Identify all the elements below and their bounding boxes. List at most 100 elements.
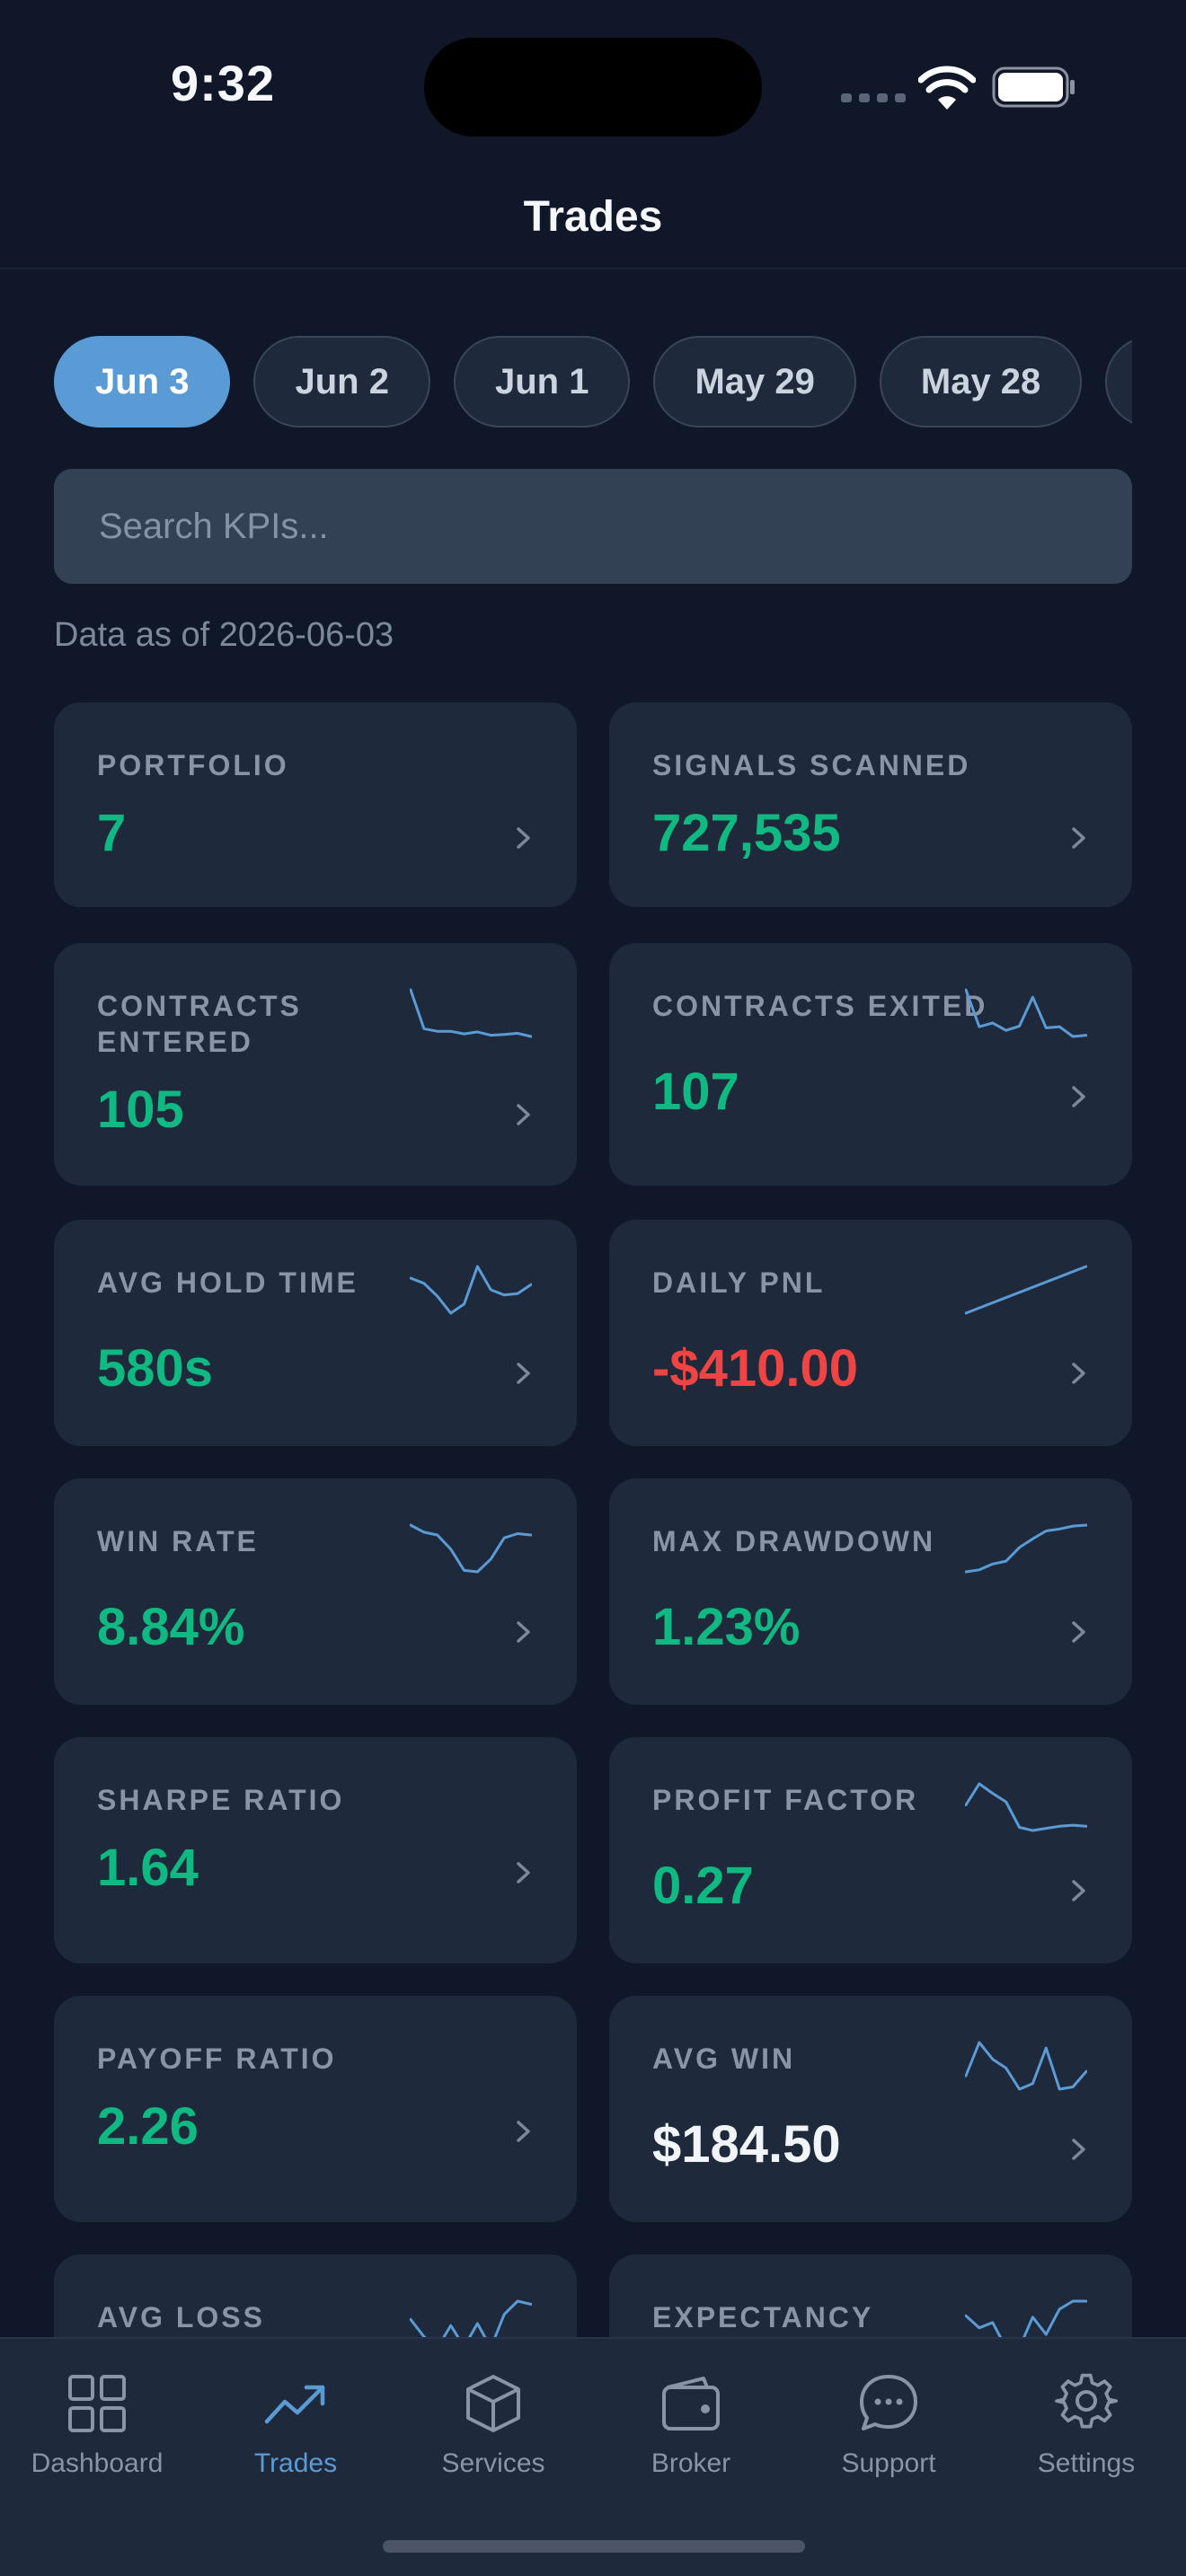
- cellular-signal-icon: [841, 93, 906, 102]
- date-chip[interactable]: May 29: [653, 336, 856, 428]
- sparkline-line: [410, 1523, 532, 1574]
- kpi-value: 580s: [97, 1339, 214, 1398]
- sparkline-line: [965, 2299, 1087, 2350]
- tab-dashboard[interactable]: Dashboard: [7, 2371, 187, 2497]
- gear-icon: [1055, 2373, 1119, 2429]
- tab-broker[interactable]: Broker: [601, 2371, 781, 2497]
- status-bar: 9:32: [0, 0, 1186, 144]
- kpi-card-avg-win[interactable]: AVG WIN $184.50: [609, 1996, 1132, 2222]
- dynamic-island: [424, 38, 762, 137]
- sparkline-line: [965, 1782, 1087, 1832]
- kpi-card-portfolio[interactable]: PORTFOLIO 7: [54, 702, 577, 907]
- kpi-card-avg-hold-time[interactable]: AVG HOLD TIME 580s: [54, 1220, 577, 1446]
- kpi-value: 8.84%: [97, 1598, 245, 1656]
- chevron-right-icon: [517, 1621, 530, 1643]
- kpi-value: 0.27: [652, 1857, 754, 1915]
- kpi-card-max-drawdown[interactable]: MAX DRAWDOWN 1.23%: [609, 1478, 1132, 1705]
- kpi-label: PORTFOLIO: [97, 749, 289, 781]
- sparkline-chart: [965, 2299, 1087, 2350]
- date-chip[interactable]: Jun 2: [253, 336, 430, 428]
- date-selector: Jun 3 Jun 2 Jun 1 May 29 May 28: [54, 336, 1132, 428]
- tab-label: Settings: [1037, 2448, 1136, 2478]
- date-chip[interactable]: [1105, 336, 1132, 428]
- chevron-right-icon: [517, 1363, 530, 1384]
- search-input[interactable]: [54, 469, 1132, 584]
- chevron-right-icon: [517, 827, 530, 849]
- chevron-right-icon: [517, 2121, 530, 2142]
- page-title: Trades: [523, 193, 663, 241]
- tab-label: Support: [841, 2448, 936, 2478]
- kpi-value: 1.23%: [652, 1598, 801, 1656]
- kpi-card-signals-scanned[interactable]: SIGNALS SCANNED 727,535: [609, 702, 1132, 907]
- kpi-value: 1.64: [97, 1839, 199, 1897]
- home-indicator: [383, 2540, 805, 2553]
- tab-support[interactable]: Support: [799, 2371, 978, 2497]
- tab-settings[interactable]: Settings: [996, 2371, 1176, 2497]
- sparkline-line: [965, 1265, 1087, 1315]
- chevron-right-icon: [1072, 1880, 1085, 1901]
- kpi-label: SIGNALS SCANNED: [652, 749, 971, 781]
- sparkline-chart: [410, 1265, 532, 1315]
- kpi-value: 7: [97, 804, 127, 862]
- kpi-value: 107: [652, 1063, 739, 1121]
- sparkline-chart: [965, 2041, 1087, 2091]
- chevron-right-icon: [1072, 1086, 1085, 1107]
- kpi-label: CONTRACTS EXITED: [652, 990, 988, 1022]
- sparkline-chart: [965, 1265, 1087, 1315]
- kpi-label: CONTRACTS ENTERED: [97, 990, 302, 1058]
- tab-bar: Dashboard Trades Services Broker: [0, 2337, 1186, 2576]
- chevron-right-icon: [1072, 1621, 1085, 1643]
- kpi-label: MAX DRAWDOWN: [652, 1525, 936, 1557]
- sparkline-chart: [410, 1523, 532, 1574]
- battery-icon: [992, 66, 1075, 108]
- date-chip[interactable]: Jun 1: [453, 336, 631, 428]
- status-time: 9:32: [171, 55, 276, 111]
- sparkline-line: [410, 988, 532, 1038]
- kpi-label: PROFIT FACTOR: [652, 1784, 919, 1816]
- kpi-label: DAILY PNL: [652, 1266, 826, 1299]
- kpi-value: -$410.00: [652, 1339, 858, 1398]
- kpi-label: AVG LOSS: [97, 2301, 265, 2333]
- chevron-right-icon: [517, 1862, 530, 1883]
- kpi-card-contracts-exited[interactable]: CONTRACTS EXITED 107: [609, 943, 1132, 1186]
- kpi-value: 105: [97, 1081, 184, 1139]
- kpi-value: 727,535: [652, 804, 841, 862]
- tab-trades[interactable]: Trades: [206, 2371, 385, 2497]
- kpi-card-sharpe-ratio[interactable]: SHARPE RATIO 1.64: [54, 1737, 577, 1963]
- kpi-card-contracts-entered[interactable]: CONTRACTS ENTERED 105: [54, 943, 577, 1186]
- kpi-card-daily-pnl[interactable]: DAILY PNL -$410.00: [609, 1220, 1132, 1446]
- tab-label: Dashboard: [31, 2448, 164, 2478]
- date-chip[interactable]: Jun 3: [54, 336, 231, 428]
- kpi-label: PAYOFF RATIO: [97, 2042, 337, 2075]
- tab-label: Services: [441, 2448, 545, 2478]
- kpi-card-profit-factor[interactable]: PROFIT FACTOR 0.27: [609, 1737, 1132, 1963]
- sparkline-chart: [965, 988, 1087, 1038]
- kpi-value: 2.26: [97, 2097, 199, 2156]
- cube-icon: [466, 2375, 520, 2432]
- trend-up-icon: [264, 2385, 325, 2424]
- kpi-label: WIN RATE: [97, 1525, 259, 1557]
- kpi-value: $184.50: [652, 2115, 841, 2174]
- nav-bar: Trades: [0, 144, 1186, 269]
- kpi-card-payoff-ratio[interactable]: PAYOFF RATIO 2.26: [54, 1996, 577, 2222]
- date-chip[interactable]: May 28: [879, 336, 1083, 428]
- sparkline-line: [410, 1265, 532, 1315]
- wifi-icon: [918, 66, 976, 110]
- data-as-of-label: Data as of 2026-06-03: [54, 616, 394, 654]
- sparkline-chart: [410, 988, 532, 1038]
- tab-label: Trades: [253, 2448, 338, 2478]
- tab-services[interactable]: Services: [403, 2371, 583, 2497]
- chat-bubble-icon: [860, 2375, 917, 2430]
- grid-icon: [68, 2375, 126, 2432]
- kpi-label: SHARPE RATIO: [97, 1784, 345, 1816]
- sparkline-chart: [965, 1523, 1087, 1574]
- chevron-right-icon: [1072, 2139, 1085, 2160]
- chevron-right-icon: [517, 1104, 530, 1125]
- tab-label: Broker: [651, 2448, 731, 2478]
- kpi-label: AVG HOLD TIME: [97, 1266, 358, 1299]
- sparkline-line: [965, 988, 1087, 1038]
- sparkline-chart: [965, 1782, 1087, 1832]
- kpi-label: EXPECTANCY: [652, 2301, 874, 2333]
- kpi-card-win-rate[interactable]: WIN RATE 8.84%: [54, 1478, 577, 1705]
